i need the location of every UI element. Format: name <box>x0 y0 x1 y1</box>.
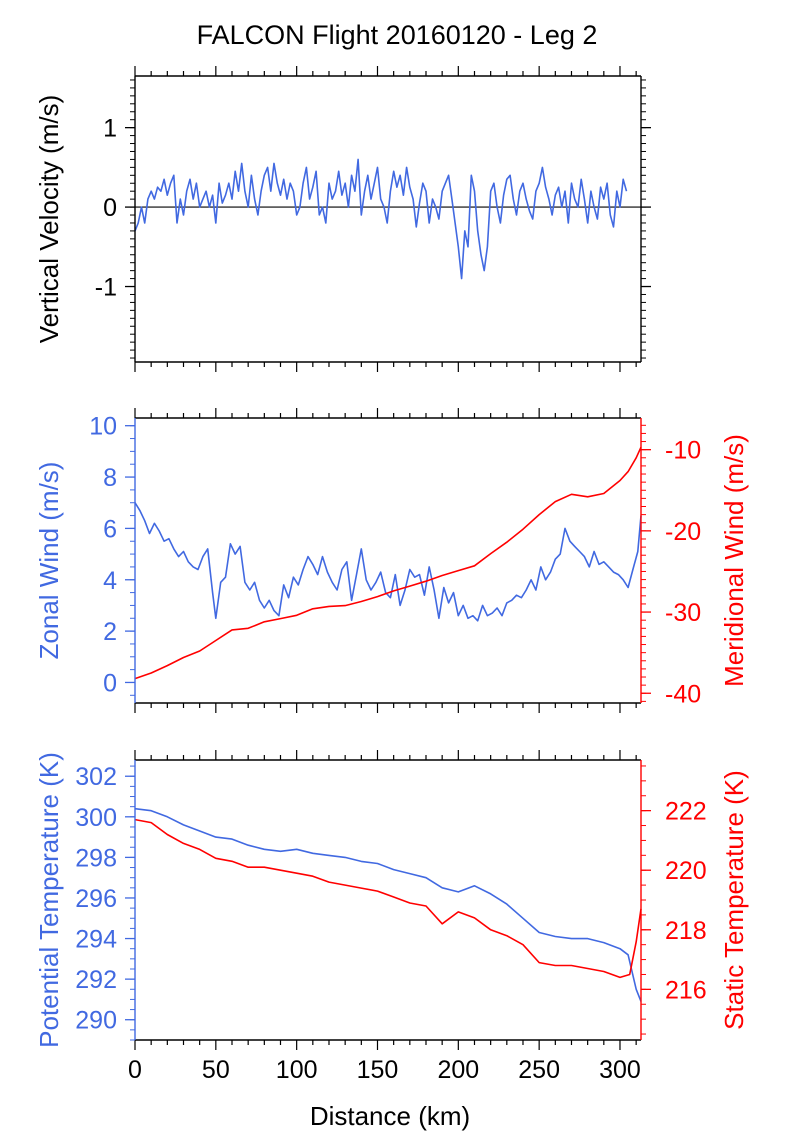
y-tick-label: 2 <box>103 618 117 646</box>
y2-tick-label: 218 <box>665 917 707 945</box>
y-tick-label: 292 <box>75 966 117 994</box>
y-tick-label: 8 <box>103 464 117 492</box>
y2-axis-label: Meridional Wind (m/s) <box>719 434 749 687</box>
y2-tick-label: -30 <box>665 599 701 627</box>
y-axis-label: Vertical Velocity (m/s) <box>34 95 64 344</box>
y-tick-label: 4 <box>103 567 117 595</box>
x-tick-label: 100 <box>276 1056 318 1084</box>
y-tick-label: 294 <box>75 926 117 954</box>
x-tick-label: 200 <box>437 1056 479 1084</box>
y2-tick-label: -20 <box>665 518 701 546</box>
y-tick-label: 298 <box>75 844 117 872</box>
y-tick-label: 10 <box>89 413 117 441</box>
y-tick-label: 296 <box>75 885 117 913</box>
panel-2: 0 2 4 6 8 10 -40 -30 -20 -10 Zonal Wind (m/s) Merid… <box>34 408 749 713</box>
panel-1: -1 0 1 Vertical Velocity (m/s) <box>34 66 651 372</box>
y2-tick-label: 220 <box>665 857 707 885</box>
x-tick-label: 50 <box>202 1056 230 1084</box>
y-tick-label: 0 <box>103 194 117 222</box>
y2-axis-label: Static Temperature (K) <box>719 770 749 1030</box>
y2-tick-label: 216 <box>665 976 707 1004</box>
panel-3: 290 292 294 296 298 300 302 216 218 220 222 Potenti… <box>34 750 749 1084</box>
x-tick-label: 300 <box>599 1056 641 1084</box>
y-tick-label: 302 <box>75 763 117 791</box>
figure-title: FALCON Flight 20160120 - Leg 2 <box>197 20 598 50</box>
x-tick-label: 0 <box>128 1056 142 1084</box>
y-tick-label: 290 <box>75 1007 117 1035</box>
series-line-1 <box>134 158 628 280</box>
series-line-2 <box>134 818 642 979</box>
series-line-2 <box>134 446 642 680</box>
y-tick-label: 6 <box>103 515 117 543</box>
series-line-1 <box>134 807 642 1002</box>
y-axis-label: Potential Temperature (K) <box>34 752 64 1048</box>
y-axis-label: Zonal Wind (m/s) <box>34 462 64 660</box>
y2-tick-label: -40 <box>665 680 701 708</box>
x-tick-label: 150 <box>357 1056 399 1084</box>
y-tick-label: 0 <box>103 669 117 697</box>
x-tick-label: 250 <box>518 1056 560 1084</box>
y2-tick-label: -10 <box>665 437 701 465</box>
y-tick-label: -1 <box>95 274 117 302</box>
series-line-1 <box>134 502 642 622</box>
y2-tick-label: 222 <box>665 798 707 826</box>
y-tick-label: 300 <box>75 804 117 832</box>
x-axis-label: Distance (km) <box>310 1101 470 1131</box>
y-tick-label: 1 <box>103 115 117 143</box>
